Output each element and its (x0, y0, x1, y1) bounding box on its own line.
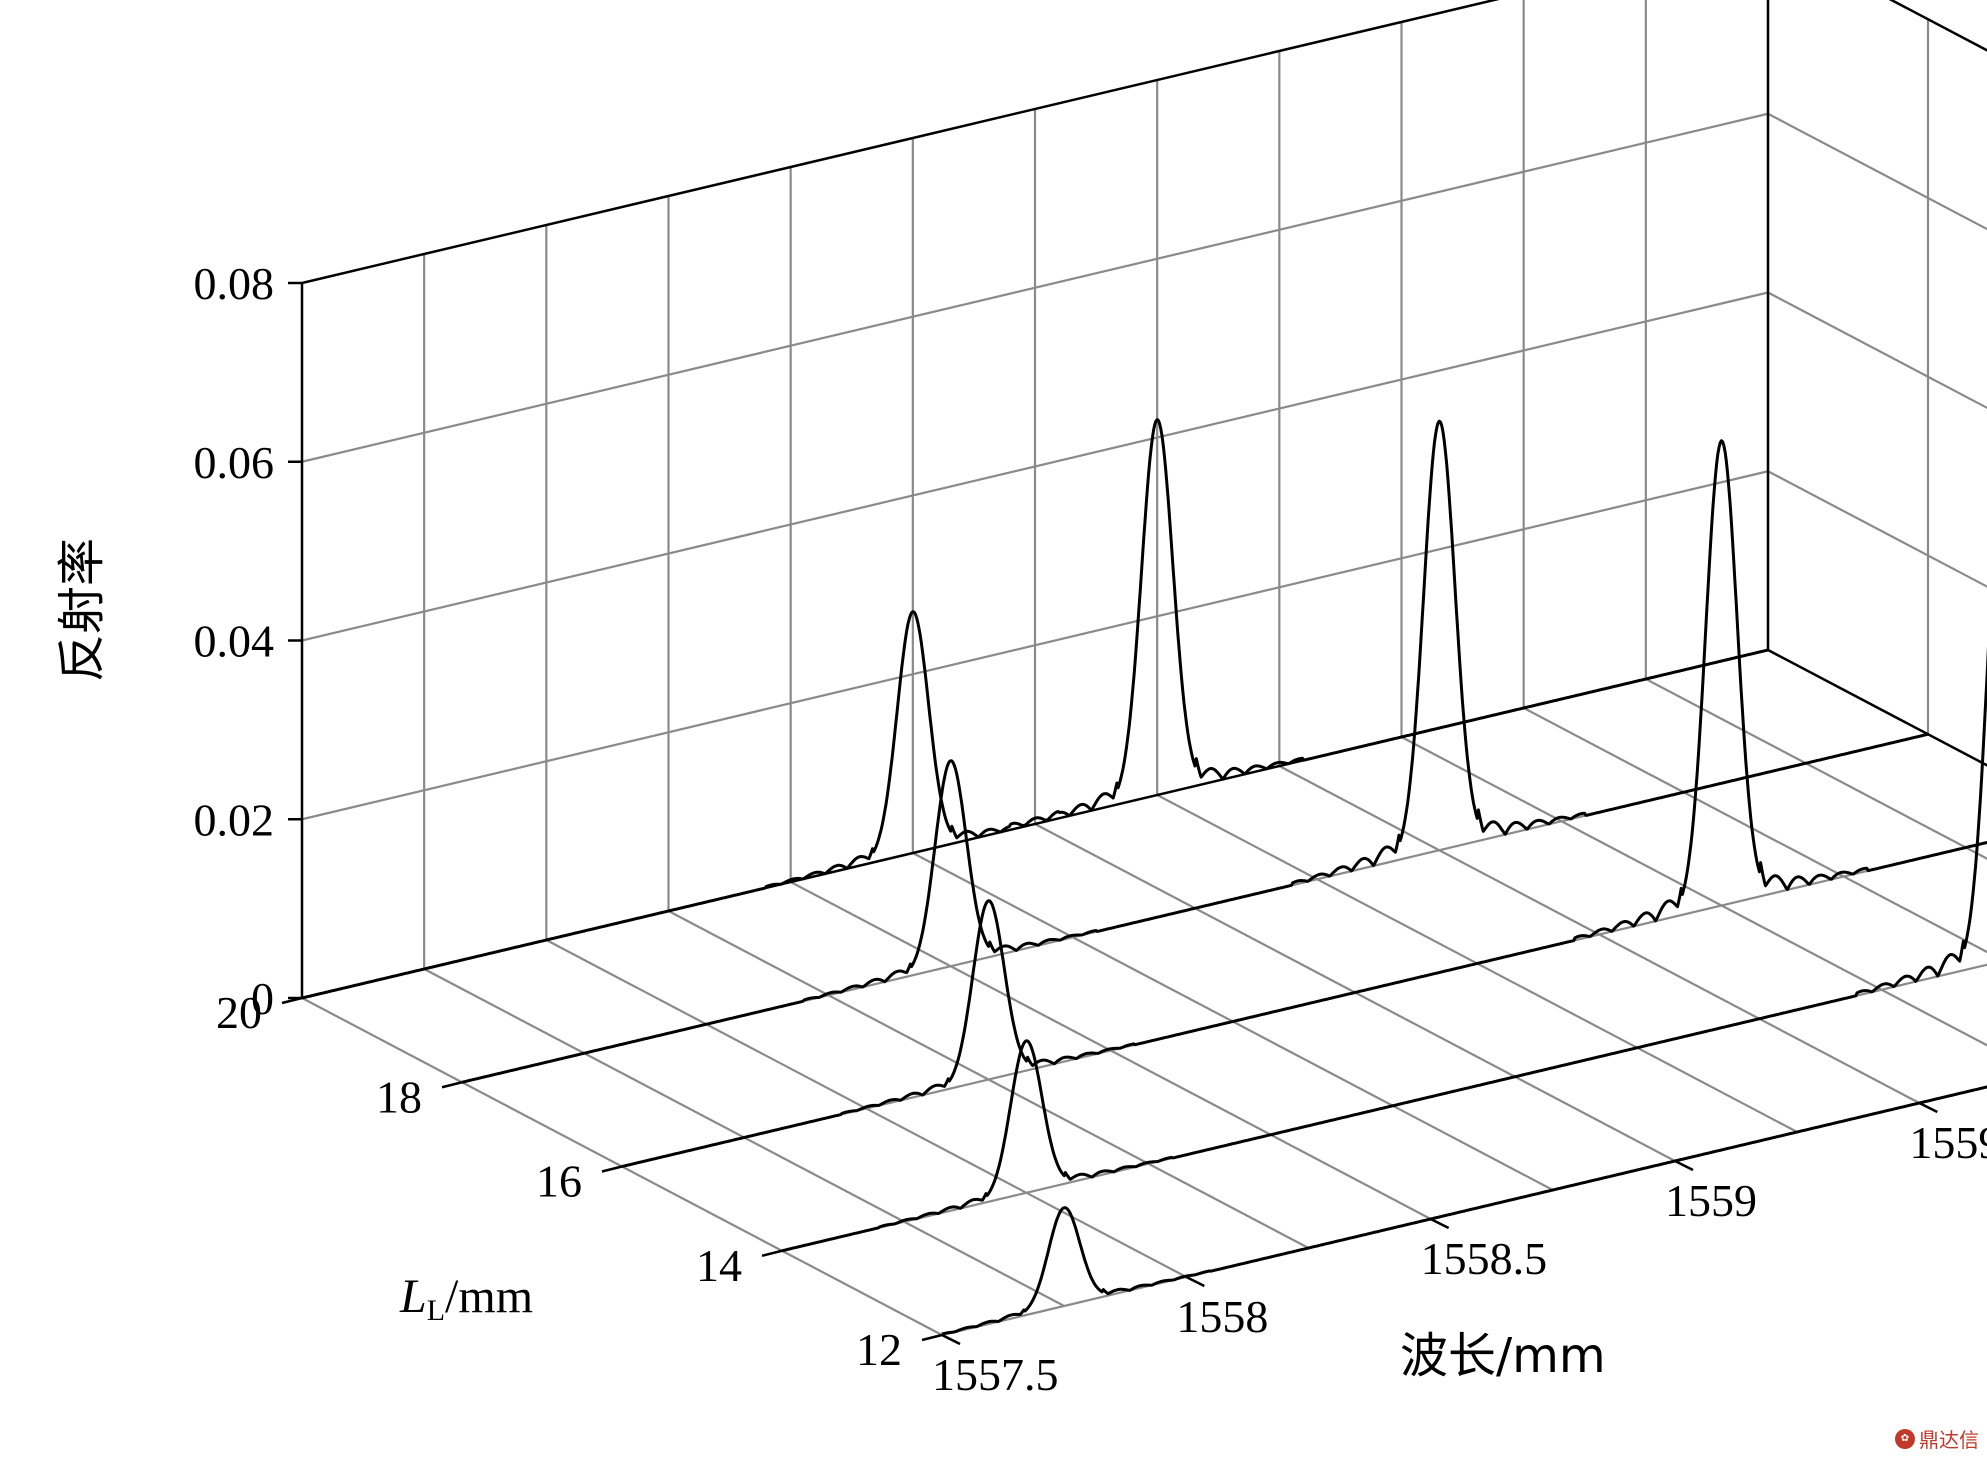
l-tick (441, 1081, 463, 1089)
labels: 0 0.02 0.04 0.06 0.08 12 14 16 18 20 1557.5 1558 155… (194, 258, 1987, 1400)
wall-gridline (1767, 291, 1987, 410)
z-tick-label: 0.06 (194, 437, 275, 488)
x-axis-title: 波长/mm (1400, 1328, 1606, 1384)
ticks (281, 281, 1938, 1346)
z-axis-title: 反射率 (54, 538, 110, 682)
wall-gridline (301, 470, 1769, 821)
l-tick (921, 1333, 943, 1342)
series-line-L14 (781, 646, 1987, 1253)
watermark-text: 鼎达信 (1919, 1428, 1979, 1452)
floor-grid (301, 648, 1987, 1337)
x-tick-label: 1558 (1176, 1291, 1268, 1342)
y-axis-title-unit: /mm (445, 1270, 533, 1323)
y-axis-title-subscript: L (427, 1294, 445, 1327)
y-axis-title: LL/mm (399, 1270, 533, 1327)
floor-edge (1767, 648, 1987, 767)
l-tick-label: 18 (376, 1071, 422, 1122)
x-tick (1430, 1217, 1450, 1230)
x-tick-label: 1558.5 (1421, 1233, 1548, 1284)
x-tick-label: 1559 (1665, 1175, 1757, 1226)
x-tick (1918, 1101, 1938, 1114)
x-tick-label: 1559.5 (1909, 1117, 1987, 1168)
series-line-L20 (301, 418, 1769, 1000)
x-tick (941, 1333, 961, 1346)
x-tick (1185, 1275, 1205, 1288)
wall-gridline (1767, 470, 1987, 588)
wall-gridline (301, 291, 1769, 642)
floor-gridline (1523, 707, 1987, 954)
l-tick (601, 1165, 623, 1173)
z-tick-label: 0.08 (194, 258, 275, 309)
back-walls (300, 0, 1987, 998)
z-tick-label: 0.02 (194, 794, 275, 845)
y-axis-title-symbol: L (399, 1270, 427, 1323)
seal-icon: ✿ (1895, 1428, 1915, 1449)
box-edge (301, 0, 1500, 285)
floor-gridline (1767, 649, 1987, 767)
series-line-L18 (461, 419, 1929, 1084)
l-tick-label: 16 (536, 1156, 582, 1207)
l-tick-label: 20 (216, 987, 262, 1038)
floor-gridline (1645, 678, 1987, 860)
l-tick-label: 12 (856, 1324, 902, 1375)
floor-gridline (781, 963, 1987, 1252)
l-tick (761, 1249, 783, 1257)
l-tick (281, 996, 303, 1005)
l-tick-label: 14 (696, 1240, 742, 1291)
z-tick-label: 0 (251, 973, 274, 1024)
wall-gridline (1767, 112, 1987, 231)
x-tick-label: 1557.5 (932, 1349, 1059, 1400)
x-tick (1674, 1159, 1694, 1172)
wall-gridline (301, 112, 1769, 463)
z-tick-label: 0.04 (194, 616, 275, 667)
series-line-L16 (621, 439, 1987, 1168)
box-edge (1888, 0, 1987, 52)
watermark: ✿ 鼎达信 (1895, 1424, 1979, 1453)
series-line-L12 (941, 1085, 1987, 1336)
